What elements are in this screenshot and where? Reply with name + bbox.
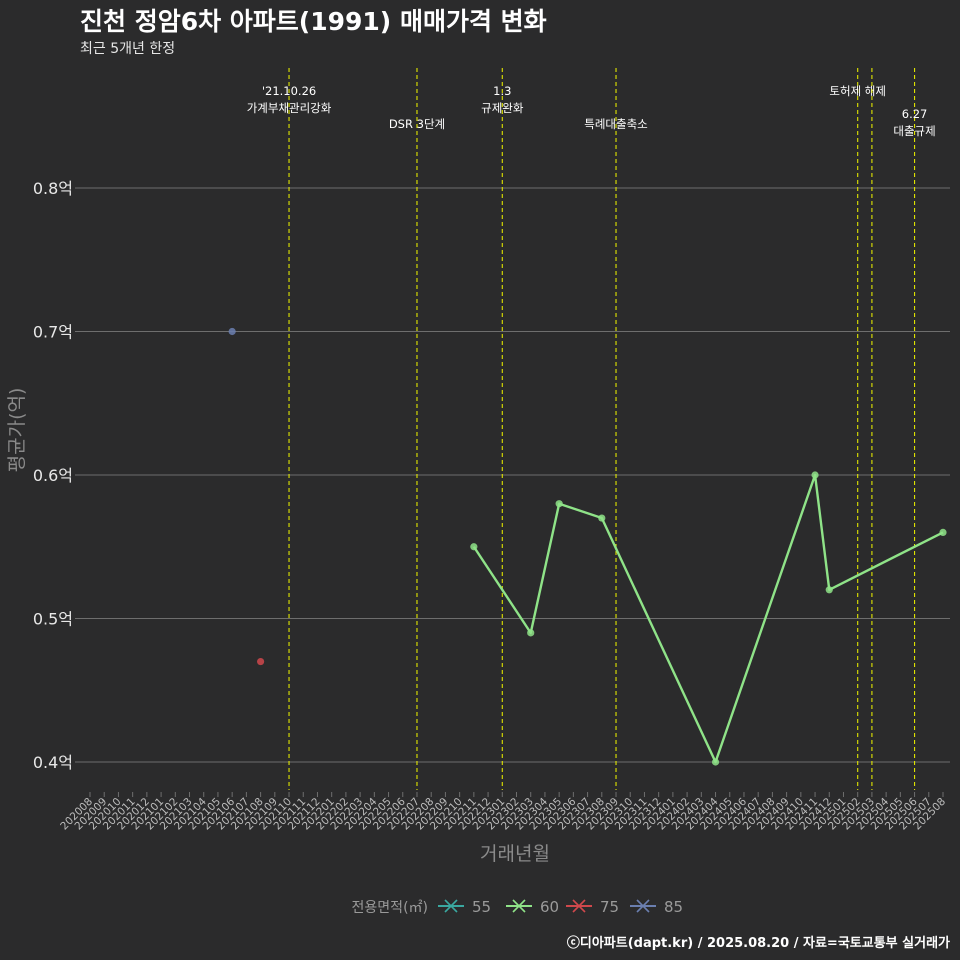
legend-marker-75: [572, 899, 586, 913]
x-axis-title: 거래년월: [480, 843, 550, 865]
data-point-60: [711, 758, 720, 766]
source-caption: ⓒ디아파트(dapt.kr) / 2025.08.20 / 자료=국토교통부 실…: [566, 936, 950, 951]
y-tick-label: 0.6억: [33, 466, 73, 485]
y-tick-label: 0.7억: [33, 323, 73, 342]
data-point-60: [555, 500, 563, 508]
event-label: 토허제 해제: [829, 84, 886, 98]
y-axis-title: 평균가(억): [6, 388, 28, 473]
legend-marker-60: [512, 899, 526, 913]
legend-label-55: 55: [472, 898, 491, 916]
data-point-60: [598, 514, 606, 522]
data-point-85: [228, 327, 236, 336]
data-point-60: [825, 586, 833, 594]
event-label: 특례대출축소: [584, 117, 647, 131]
legend-label-60: 60: [540, 898, 559, 916]
event-label: 규제완화: [481, 101, 524, 115]
event-label: '21.10.26: [262, 84, 316, 98]
chart-title: 진천 정암6차 아파트(1991) 매매가격 변화: [80, 7, 547, 36]
data-point-60: [939, 528, 947, 537]
data-point-60: [470, 543, 478, 551]
event-label: DSR 3단계: [389, 117, 445, 131]
legend-label-75: 75: [600, 898, 619, 916]
data-point-75: [257, 657, 265, 666]
event-label: 가계부채관리강화: [247, 101, 332, 115]
chart-subtitle: 최근 5개년 한정: [80, 41, 176, 57]
data-point-60: [527, 629, 535, 637]
event-label: 대출규제: [893, 124, 935, 138]
legend-label-85: 85: [664, 898, 683, 916]
event-label: 6.27: [902, 107, 928, 121]
legend-marker-55: [444, 899, 458, 913]
legend-title: 전용면적(㎡): [352, 900, 428, 916]
event-label: 1.3: [493, 84, 511, 98]
y-tick-label: 0.5억: [33, 610, 73, 629]
legend-marker-85: [636, 899, 650, 913]
y-tick-label: 0.8억: [33, 179, 73, 198]
y-tick-label: 0.4억: [33, 753, 73, 772]
data-point-60: [811, 471, 819, 479]
series-line-60: [472, 473, 944, 764]
